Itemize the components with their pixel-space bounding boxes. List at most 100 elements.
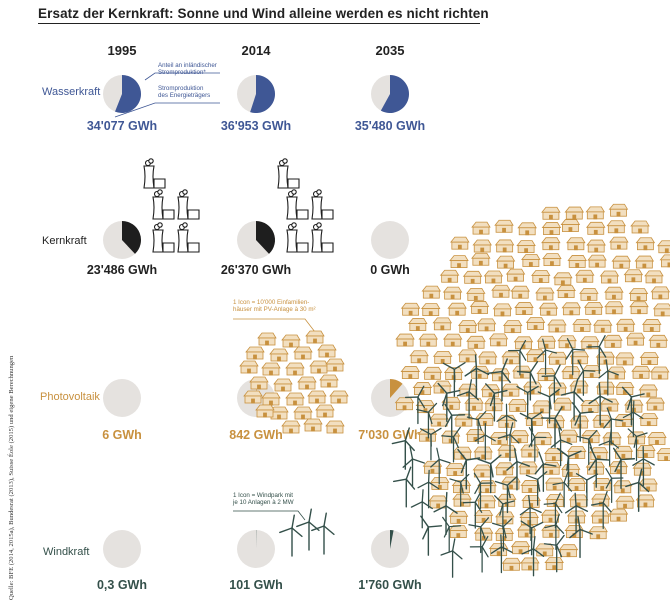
door [293, 400, 297, 406]
blade [409, 446, 414, 460]
blade [392, 478, 407, 483]
door [269, 400, 273, 406]
roof [317, 344, 337, 351]
door [591, 309, 596, 315]
blade [554, 406, 563, 420]
roof [445, 463, 465, 469]
door [664, 248, 669, 254]
blade [556, 447, 570, 458]
blade [452, 436, 459, 449]
blade [501, 358, 508, 373]
nuclear-plant-icon [152, 222, 175, 253]
house-pv-icon [595, 381, 616, 395]
blade [575, 473, 588, 481]
door [408, 374, 413, 379]
door [518, 549, 523, 555]
house-pv-icon [586, 239, 606, 253]
blade [485, 383, 496, 394]
house-pv-icon [495, 255, 516, 269]
blade [529, 371, 537, 385]
blade [481, 546, 489, 558]
house-pv-icon [648, 334, 669, 348]
roof [588, 526, 608, 533]
blade [588, 429, 598, 440]
blade [427, 525, 443, 528]
blade [534, 463, 545, 475]
blade [419, 428, 432, 436]
roof [501, 351, 521, 358]
door [569, 310, 574, 316]
door [589, 373, 594, 378]
house-pv-icon [400, 366, 421, 379]
house-pv-icon [566, 478, 587, 491]
house-pv-icon [465, 287, 486, 301]
house-pv-icon [491, 284, 511, 298]
door [447, 277, 452, 283]
wind-note-leader [233, 510, 306, 521]
wind-turbine-icon [497, 422, 520, 462]
roof [395, 333, 415, 340]
blade [391, 439, 407, 445]
blade [451, 538, 456, 552]
wind-turbine-icon [473, 472, 493, 509]
house-pv-icon [632, 462, 653, 476]
roof [566, 478, 587, 484]
blade [427, 469, 430, 483]
door [572, 214, 577, 220]
house-pv-icon [293, 406, 313, 420]
house-pv-icon [510, 541, 531, 555]
reactor-block [287, 178, 300, 189]
nuclear-plant-icon [177, 189, 200, 220]
door [522, 310, 526, 315]
house-pv-icon [466, 335, 486, 349]
roof [428, 495, 448, 502]
house-pv-icon [533, 432, 553, 446]
wind-turbine-icon [588, 446, 610, 488]
door [657, 374, 662, 380]
roof [652, 303, 670, 310]
house-pv-icon [501, 383, 521, 397]
roof [477, 351, 498, 358]
wind-turbine-icon [440, 538, 463, 578]
house-pv-icon [400, 302, 421, 316]
house-pv-icon [257, 332, 277, 346]
door [533, 325, 538, 330]
roof [630, 220, 650, 227]
blade [411, 458, 425, 464]
blade [579, 528, 593, 535]
wind-turbine-icon [632, 446, 655, 487]
blade [323, 525, 335, 536]
door [257, 384, 261, 390]
wind-turbine-icon [556, 447, 582, 487]
row-label-windkraft: Windkraft [43, 546, 90, 558]
door [552, 565, 557, 571]
production-note: Stromproduktion des Energieträgers [158, 85, 210, 100]
wind-turbine-icon [621, 386, 645, 426]
wind-turbine-icon [543, 492, 563, 529]
house-pv-icon [442, 333, 463, 347]
roof [602, 432, 622, 439]
pie-base [103, 530, 141, 568]
blade [442, 362, 456, 370]
house-pv-icon [303, 418, 323, 432]
roof [629, 301, 649, 308]
roof [464, 397, 484, 404]
house-pv-icon [558, 429, 579, 443]
blade [509, 434, 520, 444]
door [664, 456, 669, 461]
door [643, 245, 648, 251]
blade [598, 440, 611, 446]
steam-cloud [148, 158, 154, 164]
cooling-tower [177, 229, 189, 253]
roof [558, 544, 579, 551]
blade [599, 395, 613, 403]
door [560, 280, 565, 286]
house-pv-icon [588, 447, 609, 461]
roof [412, 382, 433, 388]
value-windkraft-1995: 0,3 GWh [96, 578, 147, 592]
blade [595, 458, 610, 461]
nuclear-plant-icon [277, 158, 300, 189]
house-pv-icon [329, 390, 349, 404]
blade [405, 466, 412, 480]
wind-turbine-icon [590, 490, 612, 530]
